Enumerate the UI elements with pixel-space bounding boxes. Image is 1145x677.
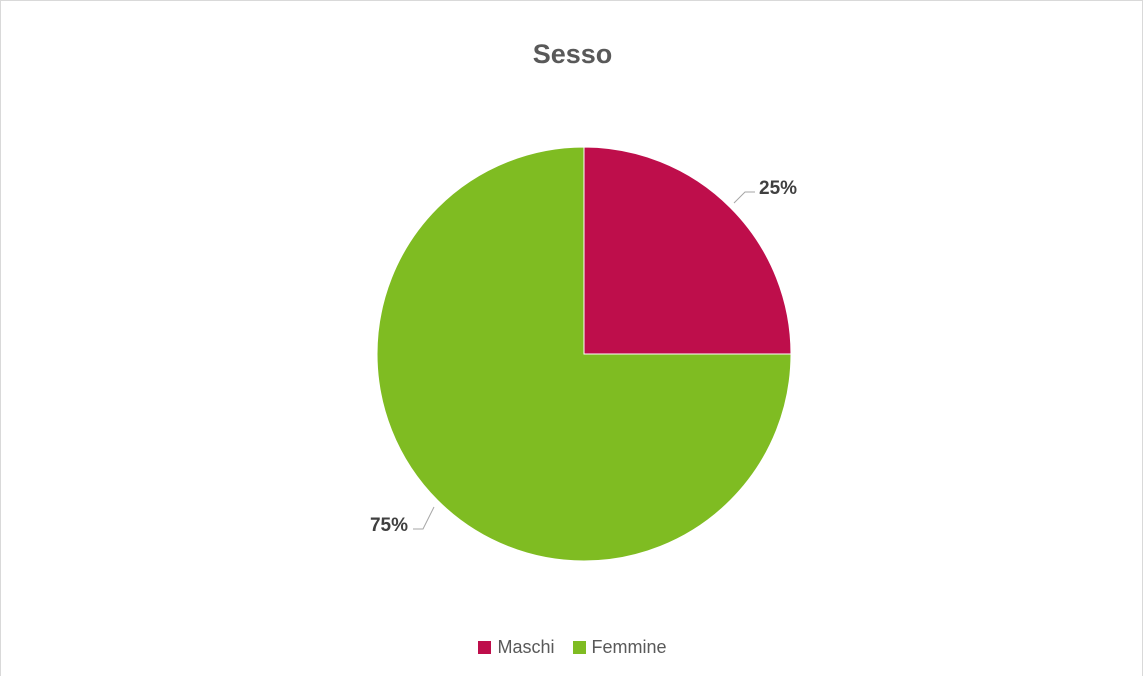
pie-slice-maschi xyxy=(583,146,792,355)
data-label-femmine: 75% xyxy=(370,515,408,536)
legend-label-maschi: Maschi xyxy=(497,637,555,657)
legend-item-femmine: Femmine xyxy=(572,637,667,658)
data-label-maschi: 25% xyxy=(759,178,797,199)
leader-line-femmine xyxy=(413,506,435,530)
legend-swatch-femmine xyxy=(572,641,586,654)
legend: Maschi Femmine xyxy=(1,637,1144,658)
legend-label-femmine: Femmine xyxy=(591,637,667,657)
legend-item-maschi: Maschi xyxy=(478,637,555,658)
legend-swatch-maschi xyxy=(478,641,492,654)
pie-slice-femmine xyxy=(376,146,792,562)
chart-title: Sesso xyxy=(532,39,613,69)
leader-line-maschi xyxy=(733,191,755,204)
